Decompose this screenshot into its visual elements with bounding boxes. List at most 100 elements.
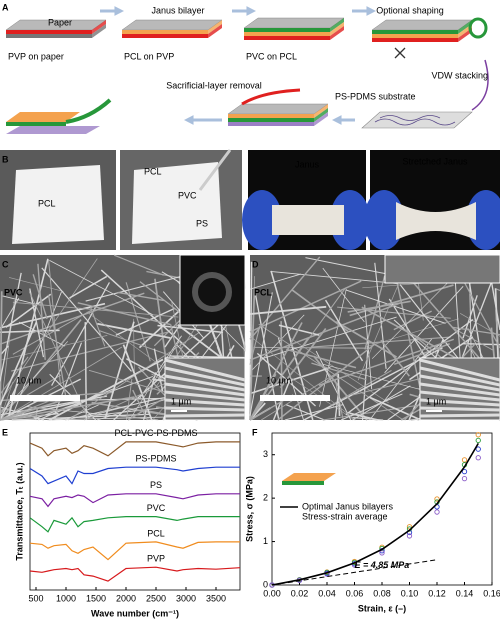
fiber bbox=[164, 358, 246, 382]
fiber bbox=[0, 414, 46, 421]
bilayer-lift bbox=[65, 98, 112, 124]
panel-letter: B bbox=[2, 154, 9, 164]
fiber bbox=[47, 294, 67, 399]
fiber bbox=[0, 399, 63, 421]
fiber bbox=[322, 267, 365, 323]
arrow-label: Janus bilayer bbox=[151, 5, 204, 15]
film bbox=[272, 205, 344, 235]
x-tick-label: 1000 bbox=[56, 593, 76, 603]
fiber bbox=[451, 326, 500, 336]
scissors bbox=[394, 47, 406, 59]
arrow-label: Optional shaping bbox=[376, 5, 444, 15]
membrane bbox=[12, 165, 104, 244]
sem-label: PVC bbox=[4, 287, 23, 297]
fiber bbox=[104, 321, 135, 419]
y-axis-label: Stress, σ (MPa) bbox=[244, 476, 254, 542]
arrow-head bbox=[246, 6, 256, 16]
spectrum bbox=[29, 516, 240, 533]
layer-side bbox=[244, 32, 330, 36]
y-tick-label: 2 bbox=[263, 493, 268, 503]
sample-point bbox=[406, 533, 413, 539]
substrate-label: PS-PDMS substrate bbox=[335, 91, 416, 101]
fiber bbox=[459, 313, 500, 337]
fiber bbox=[352, 417, 384, 421]
panel-letter: C bbox=[2, 259, 9, 269]
sample-point bbox=[434, 496, 440, 502]
fiber bbox=[419, 413, 500, 418]
fiber bbox=[164, 413, 246, 418]
layer-edge bbox=[330, 22, 344, 36]
fiber bbox=[345, 289, 446, 324]
x-axis-label: Wave number (cm⁻¹) bbox=[91, 608, 179, 618]
plot-frame bbox=[29, 432, 241, 591]
fiber bbox=[419, 366, 500, 387]
layer-side bbox=[6, 34, 92, 38]
fiber bbox=[0, 356, 29, 395]
x-tick-label: 0.10 bbox=[401, 588, 419, 598]
spectrum bbox=[29, 566, 241, 582]
layer-side bbox=[122, 30, 208, 34]
fiber bbox=[284, 404, 344, 421]
arrow-head bbox=[332, 115, 342, 125]
bilayer-top bbox=[6, 112, 80, 122]
panel-letter: A bbox=[2, 2, 9, 12]
layer-edge bbox=[208, 24, 222, 38]
fiber bbox=[139, 281, 187, 318]
droplet bbox=[192, 272, 232, 312]
step-label: PVC on PCL bbox=[246, 51, 297, 61]
panel-letter: D bbox=[252, 259, 259, 269]
fiber bbox=[315, 350, 352, 421]
layer-side bbox=[228, 114, 314, 118]
fiber bbox=[495, 310, 500, 366]
fiber bbox=[164, 406, 246, 412]
spectrum bbox=[29, 466, 240, 485]
fiber bbox=[0, 396, 135, 421]
arrow-head bbox=[184, 115, 194, 125]
x-tick-label: 1500 bbox=[86, 593, 106, 603]
layer-edge bbox=[208, 20, 222, 34]
fiber bbox=[340, 393, 403, 421]
x-tick-label: 0.16 bbox=[483, 588, 500, 598]
modulus-line bbox=[271, 559, 438, 586]
fiber bbox=[0, 381, 14, 421]
x-tick-label: 0.08 bbox=[373, 588, 391, 598]
sample-point bbox=[461, 457, 468, 463]
photo-label: Janus bbox=[295, 159, 320, 169]
fiber bbox=[132, 389, 148, 421]
fiber bbox=[419, 382, 500, 397]
layer-edge bbox=[314, 108, 328, 122]
fiber bbox=[164, 374, 246, 392]
fiber bbox=[49, 260, 153, 315]
roll bbox=[468, 17, 488, 39]
sample-point bbox=[461, 469, 468, 475]
substrate-left bbox=[6, 126, 100, 134]
layer-top bbox=[371, 19, 473, 31]
fiber bbox=[0, 335, 108, 361]
x-axis-label: Strain, ε (–) bbox=[358, 603, 406, 613]
x-tick-label: 500 bbox=[28, 593, 43, 603]
panel-letter: E bbox=[2, 427, 8, 437]
layer-top bbox=[121, 19, 223, 31]
sample-point bbox=[379, 550, 385, 556]
arrow-label: Sacrificial-layer removal bbox=[166, 80, 262, 90]
substrate bbox=[361, 111, 473, 129]
x-tick-label: 2500 bbox=[146, 593, 166, 603]
fiber bbox=[393, 310, 432, 331]
series-label: PS-PDMS bbox=[135, 454, 176, 464]
bilayer-icon-side bbox=[282, 481, 324, 485]
layer-side bbox=[244, 36, 330, 40]
layer-side bbox=[372, 38, 458, 42]
fiber bbox=[337, 373, 341, 416]
scale-label: 10 μm bbox=[16, 375, 41, 385]
step-label: PVP on paper bbox=[8, 51, 64, 61]
spectrum bbox=[29, 441, 240, 457]
x-tick-label: 3000 bbox=[176, 593, 196, 603]
y-tick-label: 1 bbox=[263, 536, 268, 546]
fiber bbox=[68, 331, 201, 421]
fiber bbox=[280, 321, 283, 421]
series-label: PS bbox=[150, 480, 162, 490]
sample-point bbox=[434, 509, 440, 515]
spectrum bbox=[29, 493, 240, 508]
fiber bbox=[369, 396, 422, 421]
fiber bbox=[249, 256, 321, 340]
